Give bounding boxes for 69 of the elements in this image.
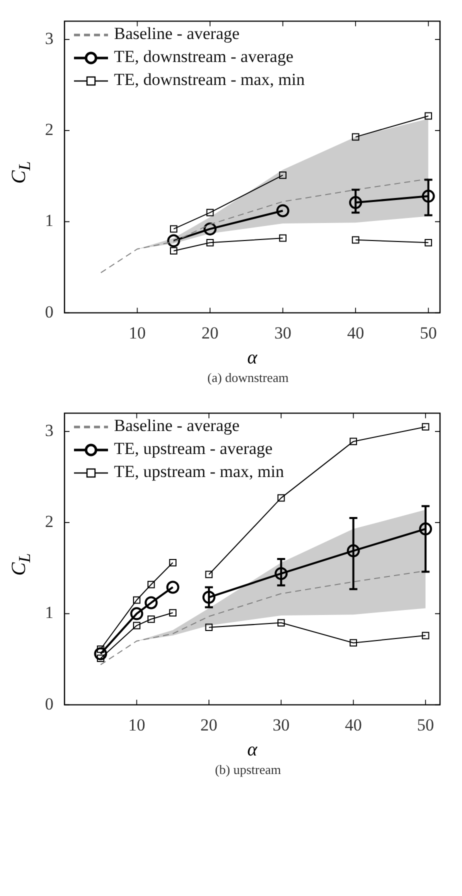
point xyxy=(424,238,432,246)
point xyxy=(96,646,104,653)
legend-label: Baseline - average xyxy=(114,24,240,43)
point xyxy=(147,615,155,623)
point xyxy=(206,238,214,246)
x-tick-label: 50 xyxy=(417,715,434,734)
point xyxy=(277,619,285,626)
y-tick-label: 1 xyxy=(45,211,54,230)
legend-label: TE, downstream - average xyxy=(114,47,294,66)
point xyxy=(352,236,360,244)
point xyxy=(206,208,214,216)
x-tick-label: 50 xyxy=(420,323,437,342)
x-tick-label: 30 xyxy=(274,323,292,342)
y-tick-label: 1 xyxy=(45,603,54,622)
point xyxy=(204,222,217,236)
point xyxy=(205,570,213,578)
x-axis-title: α xyxy=(247,348,258,369)
point xyxy=(274,567,288,580)
y-tick-label: 0 xyxy=(45,694,54,714)
x-tick-label: 10 xyxy=(128,323,146,342)
point xyxy=(167,234,180,248)
text: (a) downstream xyxy=(206,370,290,386)
point xyxy=(277,494,285,502)
x-axis-title: α xyxy=(247,740,258,761)
y-tick-label: 0 xyxy=(45,302,54,322)
point xyxy=(133,622,140,630)
legend-label: TE, upstream - average xyxy=(114,439,273,458)
point xyxy=(422,632,430,640)
point xyxy=(279,172,286,179)
y-tick-label: 2 xyxy=(45,512,54,532)
text: (b) upstream xyxy=(214,762,282,778)
y-tick-label: 3 xyxy=(45,420,54,440)
y-tick-label: 2 xyxy=(45,120,54,140)
point xyxy=(170,225,178,233)
point xyxy=(166,580,180,594)
point xyxy=(170,247,178,255)
legend-label: TE, downstream - max, min xyxy=(114,70,305,89)
point xyxy=(422,190,435,203)
point xyxy=(130,607,144,620)
x-tick-label: 30 xyxy=(272,715,290,734)
x-tick-label: 10 xyxy=(128,715,146,734)
point xyxy=(346,544,360,558)
x-tick-label: 40 xyxy=(347,323,364,342)
legend-label: TE, upstream - max, min xyxy=(114,462,284,481)
point xyxy=(349,196,362,210)
point xyxy=(352,133,360,141)
point xyxy=(202,590,216,604)
x-tick-label: 40 xyxy=(344,715,362,734)
x-tick-label: 20 xyxy=(200,715,218,734)
point xyxy=(419,522,432,536)
x-tick-label: 20 xyxy=(202,323,219,342)
point xyxy=(350,639,358,647)
point xyxy=(144,596,158,610)
line-series xyxy=(100,178,429,274)
point xyxy=(276,204,290,218)
legend-label: Baseline - average xyxy=(114,416,240,435)
point xyxy=(147,580,155,588)
point xyxy=(133,596,140,604)
point xyxy=(422,423,430,431)
point xyxy=(169,558,176,566)
y-tick-label: 3 xyxy=(45,28,54,48)
point xyxy=(94,647,108,660)
point xyxy=(279,234,286,242)
point xyxy=(96,654,104,662)
point xyxy=(350,438,358,446)
point xyxy=(169,609,176,616)
point xyxy=(205,624,213,632)
point xyxy=(424,112,432,120)
line-series xyxy=(100,570,426,666)
